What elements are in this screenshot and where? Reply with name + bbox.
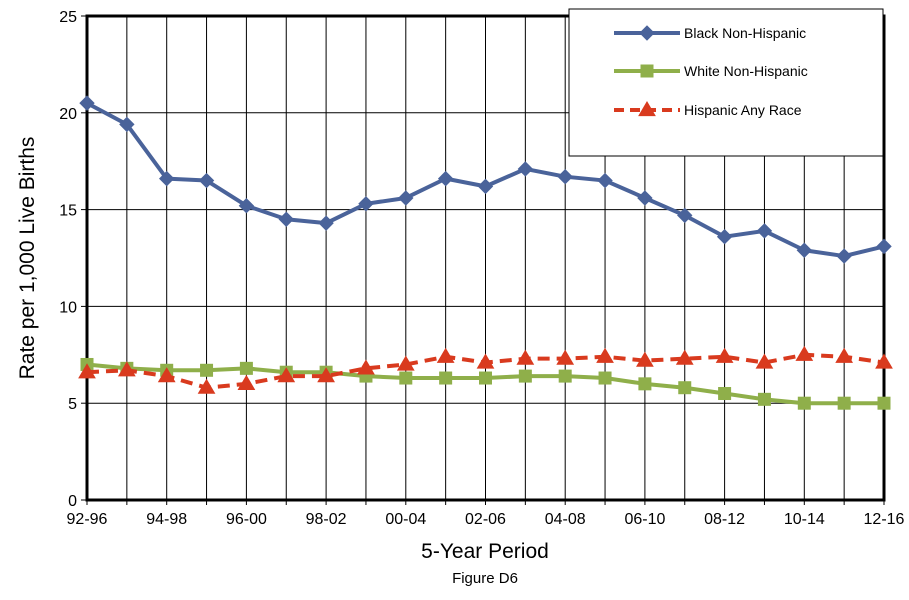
x-tick-label: 94-98 [146,511,187,528]
data-point [638,377,652,391]
data-point [398,190,414,206]
data-point [197,378,216,394]
x-tick-label: 04-08 [545,511,586,528]
y-tick-label: 10 [59,299,77,316]
data-point [79,95,95,111]
series-white-non-hispanic [80,357,891,410]
data-point [399,371,413,385]
y-axis-ticks: 0 5 10 15 20 25 [59,9,87,510]
data-point [516,349,535,365]
legend-label: Hispanic Any Race [684,102,802,118]
data-point [317,367,335,383]
data-point [318,215,334,231]
y-tick-label: 0 [68,493,77,510]
y-axis-title: Rate per 1,000 Live Births [16,137,39,380]
series-hispanic-any-race [78,345,893,394]
x-tick-label: 92-96 [67,511,108,528]
data-point [437,170,454,187]
data-point [239,361,253,375]
data-point [117,361,136,377]
x-tick-label: 08-12 [704,511,745,528]
data-point [277,367,296,383]
x-tick-label: 06-10 [624,511,665,528]
data-point [837,396,851,410]
data-point [558,369,572,383]
data-point [598,371,612,385]
data-point [797,396,811,410]
data-point [358,196,374,212]
x-axis-title: 5-Year Period [421,540,549,563]
y-tick-label: 15 [59,203,77,220]
data-point [636,351,654,367]
gridlines [87,16,884,500]
data-point [757,392,771,406]
data-point [436,347,455,363]
data-point [556,349,575,365]
data-point [357,359,375,375]
legend-label: Black Non-Hispanic [684,25,806,41]
x-tick-label: 98-02 [306,511,347,528]
data-point [678,381,692,395]
data-point [796,242,813,258]
y-tick-label: 20 [59,106,77,123]
legend-swatch-marker [639,25,655,41]
data-point [557,168,573,185]
legend-label: White Non-Hispanic [684,63,808,79]
data-point [517,161,534,177]
x-tick-label: 96-00 [226,511,267,528]
x-tick-label: 10-14 [784,511,825,528]
data-point [396,355,415,371]
data-point [238,198,255,214]
data-point [716,228,733,245]
data-point [157,367,176,383]
data-point [718,387,732,401]
data-point [637,190,653,206]
data-point [439,371,453,385]
x-tick-label: 12-16 [864,511,905,528]
data-point [119,116,135,133]
figure-caption: Figure D6 [452,570,518,587]
series-layer [78,95,893,410]
data-point [596,347,614,363]
data-point [476,353,495,369]
y-tick-label: 25 [59,9,77,26]
x-axis-ticks: 92-96 94-98 96-00 98-02 00-04 02-06 04-08 06-10… [67,500,905,528]
legend-items: Black Non-Hispanic White Non-Hispanic Hisp… [614,25,808,118]
data-point [795,345,814,361]
data-point [715,347,734,363]
data-point [278,211,294,227]
data-point [755,353,774,369]
legend: Black Non-Hispanic White Non-Hispanic Hisp… [568,8,884,157]
x-tick-label: 00-04 [385,511,426,528]
legend-swatch-marker [638,101,656,117]
data-point [875,353,893,369]
data-point [477,178,494,195]
data-point [756,223,773,239]
legend-swatch-marker [640,64,654,78]
data-point [677,207,693,224]
data-point [78,363,96,379]
data-point [198,172,215,189]
series-black-non-hispanic [79,95,892,264]
data-point [597,172,613,189]
data-point [675,349,694,365]
data-point [237,374,256,390]
y-tick-label: 5 [68,396,77,413]
data-point [518,369,532,383]
data-point [836,248,852,264]
x-tick-label: 02-06 [465,511,506,528]
data-point [479,371,492,385]
data-point [876,238,892,255]
data-point [158,170,175,187]
data-point [200,363,214,377]
data-point [877,396,891,410]
data-point [835,347,854,363]
